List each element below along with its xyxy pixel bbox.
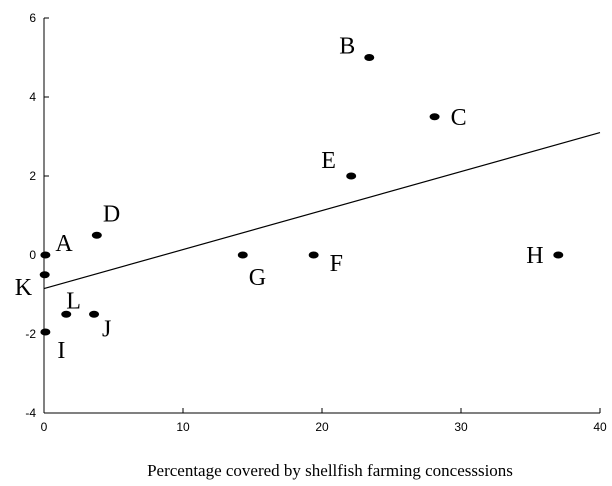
data-point-k xyxy=(39,271,50,279)
data-point-c xyxy=(429,113,440,121)
data-point-f xyxy=(308,251,319,259)
data-point-l xyxy=(61,310,72,318)
data-point-d xyxy=(91,231,102,239)
data-point-a xyxy=(40,251,51,259)
point-label-l: L xyxy=(66,288,81,314)
point-label-d: D xyxy=(103,201,120,227)
point-label-h: H xyxy=(526,243,543,269)
data-point-h xyxy=(553,251,564,259)
point-label-j: J xyxy=(102,316,111,342)
data-point-j xyxy=(89,310,100,318)
point-label-g: G xyxy=(249,265,266,291)
point-label-a: A xyxy=(55,231,73,257)
y-tick-label: 2 xyxy=(29,169,36,183)
y-tick-label: -4 xyxy=(25,406,36,420)
x-tick-label: 10 xyxy=(176,420,190,434)
trend-line xyxy=(43,131,601,290)
point-label-c: C xyxy=(451,105,467,131)
y-tick-label: 0 xyxy=(29,248,36,262)
x-tick-label: 0 xyxy=(41,420,48,434)
y-tick-label: 4 xyxy=(29,90,36,104)
data-points: A B C D E F G H I J K L xyxy=(15,34,564,364)
data-point-b xyxy=(364,54,375,61)
point-label-b: B xyxy=(339,34,355,60)
point-label-e: E xyxy=(321,148,336,174)
point-label-i: I xyxy=(57,338,65,364)
point-label-f: F xyxy=(330,251,343,277)
x-tick-label: 20 xyxy=(315,420,329,434)
data-point-g xyxy=(237,251,248,259)
x-ticks: 0 10 20 30 40 xyxy=(41,408,607,434)
y-tick-label: -2 xyxy=(25,327,36,341)
y-ticks: 6 4 2 0 -2 -4 xyxy=(25,11,49,420)
data-point-e xyxy=(346,172,357,180)
x-tick-label: 30 xyxy=(454,420,468,434)
point-label-k: K xyxy=(15,275,33,301)
data-point-i xyxy=(40,328,51,336)
y-tick-label: 6 xyxy=(29,11,36,25)
x-tick-label: 40 xyxy=(593,420,607,434)
x-axis-title: Percentage covered by shellfish farming … xyxy=(147,461,513,480)
